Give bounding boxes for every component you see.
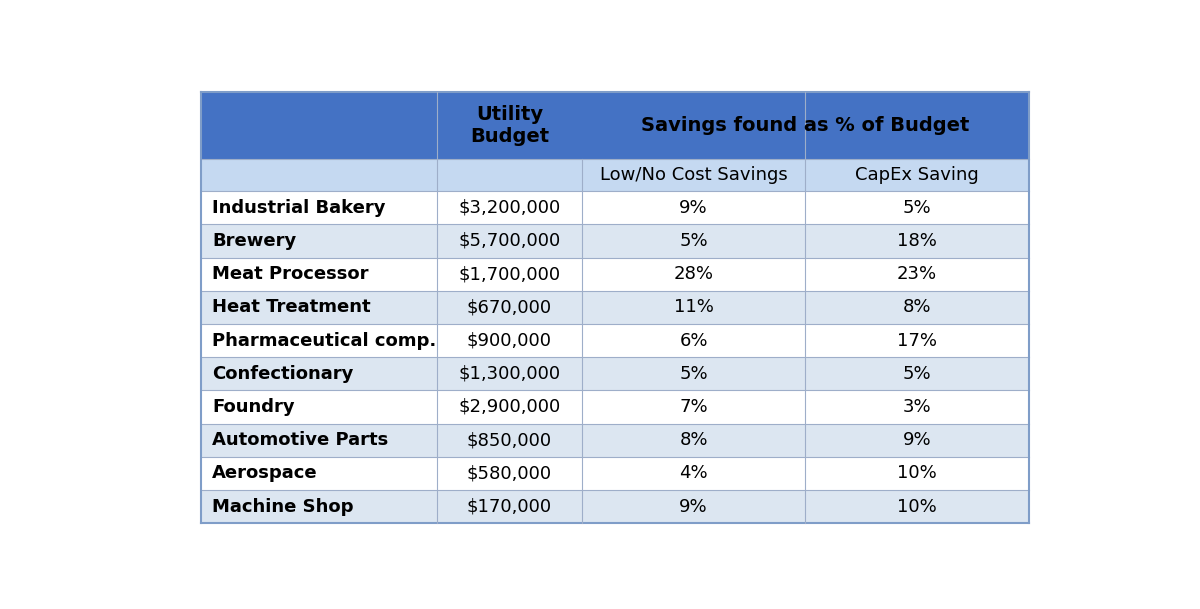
- Text: 17%: 17%: [898, 331, 937, 350]
- Text: 5%: 5%: [902, 365, 931, 383]
- Text: 8%: 8%: [902, 298, 931, 316]
- Text: Automotive Parts: Automotive Parts: [212, 431, 389, 449]
- Bar: [582, 457, 805, 490]
- Bar: [437, 224, 582, 258]
- Bar: [437, 92, 582, 159]
- Bar: [437, 191, 582, 224]
- Text: Brewery: Brewery: [212, 232, 296, 250]
- Bar: [582, 258, 805, 290]
- Text: Foundry: Foundry: [212, 398, 295, 416]
- Bar: [202, 490, 437, 523]
- Text: CapEx Saving: CapEx Saving: [856, 166, 979, 184]
- Text: 5%: 5%: [679, 232, 708, 250]
- Text: Pharmaceutical comp.: Pharmaceutical comp.: [212, 331, 437, 350]
- Text: 23%: 23%: [898, 265, 937, 283]
- Text: 9%: 9%: [679, 498, 708, 516]
- Bar: [582, 390, 805, 424]
- Text: 4%: 4%: [679, 465, 708, 482]
- Bar: [202, 92, 437, 159]
- Bar: [805, 390, 1028, 424]
- Bar: [437, 457, 582, 490]
- Text: 11%: 11%: [673, 298, 714, 316]
- Bar: [437, 490, 582, 523]
- Text: Heat Treatment: Heat Treatment: [212, 298, 371, 316]
- Bar: [202, 390, 437, 424]
- Bar: [805, 424, 1028, 457]
- Bar: [202, 191, 437, 224]
- Bar: [437, 290, 582, 324]
- Text: Meat Processor: Meat Processor: [212, 265, 368, 283]
- Bar: [437, 390, 582, 424]
- Bar: [202, 224, 437, 258]
- Bar: [805, 92, 1028, 159]
- Text: 8%: 8%: [679, 431, 708, 449]
- Bar: [202, 357, 437, 390]
- Bar: [202, 457, 437, 490]
- Bar: [582, 424, 805, 457]
- Bar: [805, 290, 1028, 324]
- Text: $3,200,000: $3,200,000: [458, 199, 560, 217]
- Bar: [582, 290, 805, 324]
- Text: Aerospace: Aerospace: [212, 465, 318, 482]
- Text: 18%: 18%: [898, 232, 937, 250]
- Text: $900,000: $900,000: [467, 331, 552, 350]
- Bar: [805, 324, 1028, 357]
- Text: Savings found as % of Budget: Savings found as % of Budget: [641, 116, 970, 135]
- Text: Industrial Bakery: Industrial Bakery: [212, 199, 386, 217]
- Bar: [582, 357, 805, 390]
- Text: Confectionary: Confectionary: [212, 365, 354, 383]
- Text: $1,300,000: $1,300,000: [458, 365, 560, 383]
- Bar: [437, 324, 582, 357]
- Bar: [805, 457, 1028, 490]
- Text: 9%: 9%: [679, 199, 708, 217]
- Text: $850,000: $850,000: [467, 431, 552, 449]
- Bar: [437, 357, 582, 390]
- Bar: [202, 324, 437, 357]
- Bar: [202, 290, 437, 324]
- Bar: [805, 224, 1028, 258]
- Bar: [805, 159, 1028, 191]
- Bar: [582, 224, 805, 258]
- Text: Machine Shop: Machine Shop: [212, 498, 354, 516]
- Text: $170,000: $170,000: [467, 498, 552, 516]
- Text: Utility
Budget: Utility Budget: [470, 105, 550, 146]
- Bar: [805, 357, 1028, 390]
- Bar: [582, 191, 805, 224]
- Bar: [437, 424, 582, 457]
- Text: 3%: 3%: [902, 398, 931, 416]
- Bar: [582, 490, 805, 523]
- Bar: [805, 490, 1028, 523]
- Bar: [437, 258, 582, 290]
- Bar: [582, 324, 805, 357]
- Text: 6%: 6%: [679, 331, 708, 350]
- Bar: [582, 159, 805, 191]
- Text: 28%: 28%: [673, 265, 714, 283]
- Text: 10%: 10%: [898, 465, 937, 482]
- Bar: [202, 258, 437, 290]
- Bar: [582, 92, 805, 159]
- Text: 9%: 9%: [902, 431, 931, 449]
- Text: 5%: 5%: [679, 365, 708, 383]
- Text: 7%: 7%: [679, 398, 708, 416]
- Bar: [202, 159, 437, 191]
- Text: 10%: 10%: [898, 498, 937, 516]
- Text: $5,700,000: $5,700,000: [458, 232, 560, 250]
- Text: $580,000: $580,000: [467, 465, 552, 482]
- Bar: [805, 258, 1028, 290]
- Text: $1,700,000: $1,700,000: [458, 265, 560, 283]
- Text: $2,900,000: $2,900,000: [458, 398, 560, 416]
- Bar: [805, 191, 1028, 224]
- Text: $670,000: $670,000: [467, 298, 552, 316]
- Text: Low/No Cost Savings: Low/No Cost Savings: [600, 166, 787, 184]
- Bar: [202, 424, 437, 457]
- Bar: [437, 159, 582, 191]
- Text: 5%: 5%: [902, 199, 931, 217]
